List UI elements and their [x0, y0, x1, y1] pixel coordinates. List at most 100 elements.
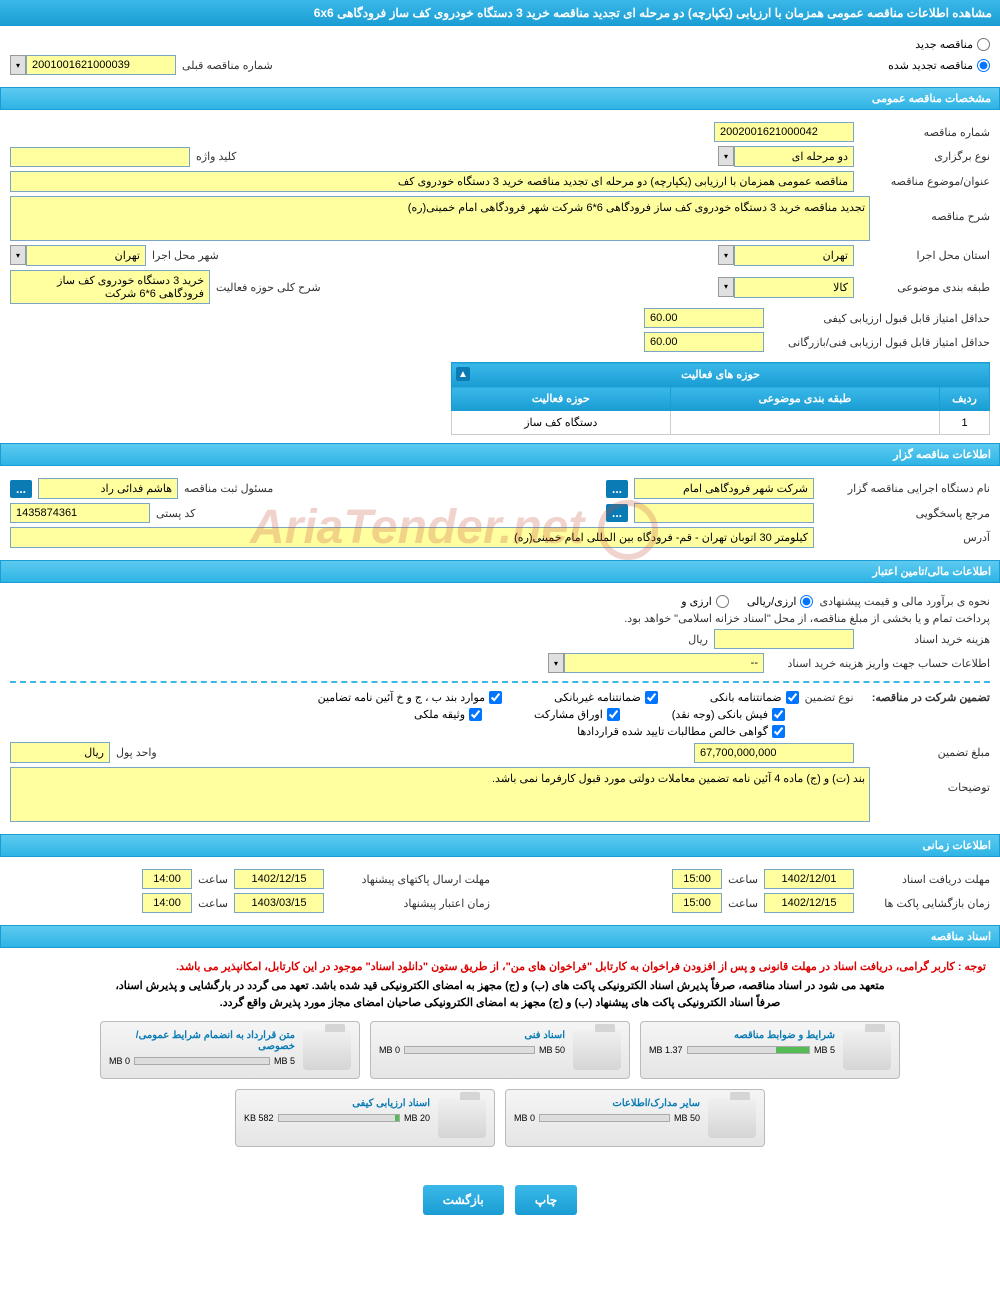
col-class: طبقه بندی موضوعی [670, 387, 939, 411]
doc-note-3: صرفاً اسناد الکترونیکی پاکت های پیشنهاد … [10, 994, 990, 1011]
chevron-down-icon[interactable]: ▾ [10, 55, 26, 75]
address-label: آدرس [820, 531, 990, 544]
chevron-down-icon[interactable]: ▾ [718, 277, 734, 297]
registrar-label: مسئول ثبت مناقصه [184, 482, 273, 495]
doc-total: 20 MB [404, 1113, 430, 1123]
radio-renewed-input[interactable] [977, 59, 990, 72]
radio-new-tender[interactable]: مناقصه جدید [915, 38, 990, 51]
doc-grid: شرایط و ضوابط مناقصه 5 MB 1.37 MB اسناد … [10, 1011, 990, 1157]
lookup-button[interactable]: ... [606, 504, 628, 522]
doc-title: سایر مدارک/اطلاعات [514, 1098, 700, 1109]
amount-label: مبلغ تضمین [860, 746, 990, 759]
address-field: کیلومتر 30 اتوبان تهران - قم- فرودگاه بی… [10, 527, 814, 548]
doc-card[interactable]: شرایط و ضوابط مناقصه 5 MB 1.37 MB [640, 1021, 900, 1079]
folder-icon [843, 1030, 891, 1070]
doc-card[interactable]: اسناد فنی 50 MB 0 MB [370, 1021, 630, 1079]
back-button[interactable]: بازگشت [423, 1185, 504, 1215]
subject-label: عنوان/موضوع مناقصه [860, 175, 990, 188]
section-documents: اسناد مناقصه [0, 925, 1000, 948]
activity-table-title: حوزه های فعالیت [681, 369, 760, 381]
notes-label: توضیحات [876, 767, 990, 794]
open-time: 15:00 [672, 893, 722, 913]
divider [10, 681, 990, 683]
keyword-field[interactable] [10, 147, 190, 167]
radio-currency[interactable]: ارزی/ریالی [747, 595, 814, 608]
guarantee-header: تضمین شرکت در مناقصه: [872, 691, 990, 704]
doc-card[interactable]: متن قرارداد به انضمام شرایط عمومی/خصوصی … [100, 1021, 360, 1079]
collapse-icon[interactable]: ▲ [456, 367, 470, 381]
lookup-button[interactable]: ... [606, 480, 628, 498]
type-field: دو مرحله ای [734, 146, 854, 167]
activity-desc-label: شرح کلی حوزه فعالیت [216, 281, 321, 294]
chevron-down-icon[interactable]: ▾ [10, 245, 26, 265]
chk-nonbank-guarantee[interactable]: ضمانتنامه غیربانکی [554, 691, 658, 704]
province-field: تهران [734, 245, 854, 266]
registrar-field: هاشم فدائی راد [38, 478, 178, 499]
unit-label: واحد پول [116, 746, 157, 759]
notes-field: بند (ت) و (ج) ماده 4 آئین نامه تضمین معا… [10, 767, 870, 822]
desc-field: تجدید مناقصه خرید 3 دستگاه خودروی کف ساز… [10, 196, 870, 241]
send-date: 1402/12/15 [234, 869, 324, 889]
col-row: ردیف [940, 387, 990, 411]
doc-total: 5 MB [274, 1056, 295, 1066]
desc-label: شرح مناقصه [876, 196, 990, 223]
send-deadline-label: مهلت ارسال پاکتهای پیشنهاد [330, 873, 490, 886]
lookup-button[interactable]: ... [10, 480, 32, 498]
guarantee-type-label: نوع تضمین [805, 691, 854, 704]
prev-number-field: 2001001621000039 [26, 55, 176, 75]
open-label: زمان بازگشایی پاکت ها [860, 897, 990, 910]
section-organizer: اطلاعات مناقصه گزار [0, 443, 1000, 466]
chevron-down-icon[interactable]: ▾ [548, 653, 564, 673]
chk-participation[interactable]: اوراق مشارکت [534, 708, 620, 721]
chevron-down-icon[interactable]: ▾ [718, 146, 734, 166]
radio-renewed-label: مناقصه تجدید شده [888, 59, 973, 72]
print-button[interactable]: چاپ [515, 1185, 577, 1215]
section-general: مشخصات مناقصه عمومی [0, 87, 1000, 110]
doc-cost-label: هزینه خرید اسناد [860, 633, 990, 646]
tender-no-field: 2002001621000042 [714, 122, 854, 142]
radio-foreign[interactable]: ارزی و [681, 595, 729, 608]
progress-bar [687, 1046, 810, 1054]
validity-time: 14:00 [142, 893, 192, 913]
hour-label: ساعت [728, 897, 758, 910]
org-field: شرکت شهر فرودگاهی امام [634, 478, 814, 499]
doc-cost-field[interactable] [714, 629, 854, 649]
doc-title: شرایط و ضوابط مناقصه [649, 1030, 835, 1041]
section-financial: اطلاعات مالی/تامین اعتبار [0, 560, 1000, 583]
chk-net-claims[interactable]: گواهی خالص مطالبات تایید شده قراردادها [577, 725, 785, 738]
radio-foreign-input[interactable] [716, 595, 729, 608]
doc-total: 50 MB [539, 1045, 565, 1055]
prev-number-label: شماره مناقصه قبلی [182, 59, 273, 72]
type-label: نوع برگزاری [860, 150, 990, 163]
chk-bank-receipt[interactable]: فیش بانکی (وجه نقد) [672, 708, 785, 721]
progress-bar [278, 1114, 400, 1122]
payment-note: پرداخت تمام و یا بخشی از مبلغ مناقصه، از… [624, 612, 990, 625]
folder-icon [708, 1098, 756, 1138]
chk-bank-guarantee[interactable]: ضمانتنامه بانکی [710, 691, 799, 704]
subject-field: مناقصه عمومی همزمان با ارزیابی (یکپارچه)… [10, 171, 854, 192]
cell-class [670, 411, 939, 435]
doc-card[interactable]: سایر مدارک/اطلاعات 50 MB 0 MB [505, 1089, 765, 1147]
validity-date: 1403/03/15 [234, 893, 324, 913]
folder-icon [303, 1030, 351, 1070]
doc-total: 50 MB [674, 1113, 700, 1123]
chevron-down-icon[interactable]: ▾ [718, 245, 734, 265]
send-time: 14:00 [142, 869, 192, 889]
chk-bylaw[interactable]: موارد بند ب ، ج و خ آئین نامه تضامین [318, 691, 502, 704]
hour-label: ساعت [198, 897, 228, 910]
response-field [634, 503, 814, 523]
doc-card[interactable]: اسناد ارزیابی کیفی 20 MB 582 KB [235, 1089, 495, 1147]
doc-title: اسناد ارزیابی کیفی [244, 1098, 430, 1109]
section-timing: اطلاعات زمانی [0, 834, 1000, 857]
radio-currency-input[interactable] [800, 595, 813, 608]
city-field: تهران [26, 245, 146, 266]
province-label: استان محل اجرا [860, 249, 990, 262]
progress-bar [134, 1057, 270, 1065]
doc-title: متن قرارداد به انضمام شرایط عمومی/خصوصی [109, 1030, 295, 1052]
radio-new-input[interactable] [977, 38, 990, 51]
class-label: طبقه بندی موضوعی [860, 281, 990, 294]
class-field: کالا [734, 277, 854, 298]
page-title: مشاهده اطلاعات مناقصه عمومی همزمان با ار… [0, 0, 1000, 26]
radio-renewed-tender[interactable]: مناقصه تجدید شده [888, 59, 990, 72]
chk-property[interactable]: وثیقه ملکی [414, 708, 482, 721]
